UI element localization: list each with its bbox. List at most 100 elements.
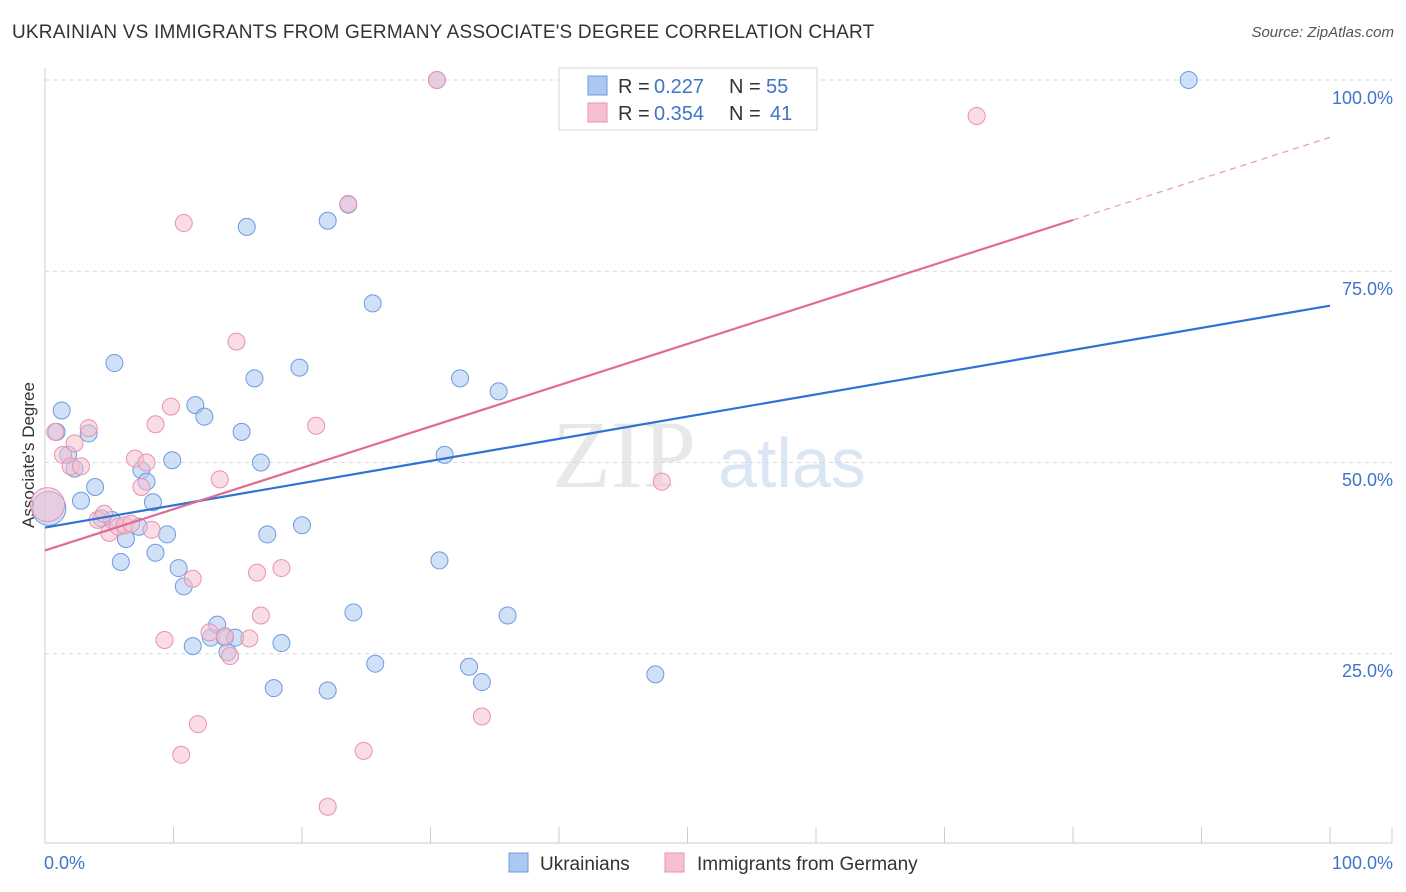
ukrainian-point	[232, 422, 251, 441]
chart-title: UKRAINIAN VS IMMIGRANTS FROM GERMANY ASS…	[12, 22, 875, 43]
ukrainian-point	[318, 211, 337, 230]
legend-swatch-germany	[587, 102, 608, 123]
watermark-zip: ZIP	[552, 401, 696, 508]
germany-point	[307, 416, 326, 435]
germany-point	[183, 569, 202, 588]
series-legend-swatch-ukrainians	[508, 852, 529, 873]
germany-point	[174, 214, 193, 233]
y-tick-label-25: 25.0%	[1342, 661, 1393, 681]
legend-n-label-1: N =	[729, 76, 761, 98]
x-tick-label-max: 100.0%	[1332, 853, 1393, 873]
series-legend: Ukrainians Immigrants from Germany	[508, 852, 918, 875]
germany-point	[339, 194, 358, 213]
ukrainian-point	[146, 543, 165, 562]
ukrainian-point	[71, 491, 90, 510]
chart-source: Source: ZipAtlas.com	[1251, 24, 1394, 41]
ukrainian-point	[498, 606, 517, 625]
grid	[45, 79, 1392, 655]
germany-point	[200, 623, 219, 642]
germany-point	[240, 629, 259, 648]
ukrainian-point	[143, 493, 162, 512]
data-points	[30, 71, 1198, 816]
germany-point	[30, 487, 66, 523]
ukrainian-point	[158, 525, 177, 544]
stats-legend: R = 0.227 N = 55 R = 0.354 N = 41	[558, 67, 818, 131]
ukrainian-trend-line	[44, 304, 1331, 529]
ukrainian-point	[366, 654, 385, 673]
ukrainian-point	[472, 673, 491, 692]
ukrainian-point	[163, 451, 182, 470]
series-legend-label-germany: Immigrants from Germany	[697, 854, 918, 875]
germany-point	[248, 563, 267, 582]
germany-point	[251, 606, 270, 625]
ukrainian-point	[460, 657, 479, 676]
germany-point	[161, 397, 180, 416]
germany-point	[155, 630, 174, 649]
germany-point	[71, 457, 90, 476]
legend-r-value-2: 0.354	[654, 103, 704, 125]
germany-trend-line	[44, 218, 1074, 552]
ukrainian-point	[272, 634, 291, 653]
y-tick-label-100: 100.0%	[1332, 88, 1393, 108]
germany-point	[210, 470, 229, 489]
ukrainian-point	[293, 516, 311, 535]
germany-point	[95, 504, 114, 523]
ukrainian-point	[111, 552, 130, 571]
germany-point	[427, 71, 446, 89]
ukrainian-point	[237, 217, 256, 236]
ukrainian-point	[195, 407, 214, 426]
ukrainian-point	[105, 354, 124, 373]
ukrainian-point	[344, 603, 363, 622]
germany-point	[967, 106, 986, 125]
ukrainian-point	[451, 369, 470, 388]
ukrainian-point	[430, 551, 449, 570]
series-legend-swatch-germany	[664, 852, 685, 873]
ukrainian-point	[52, 401, 71, 420]
ukrainian-point	[86, 477, 105, 496]
germany-point	[318, 797, 337, 816]
legend-n-value-2: 41	[770, 103, 792, 125]
germany-trend-line-extension	[1072, 136, 1331, 221]
ukrainian-point	[435, 445, 454, 464]
germany-point	[132, 477, 151, 496]
germany-point	[79, 419, 98, 438]
ukrainian-point	[258, 525, 277, 544]
germany-point	[652, 472, 671, 491]
y-axis-title: Associate's Degree	[19, 382, 38, 528]
axes	[44, 68, 1393, 844]
ukrainian-point	[183, 637, 202, 656]
ukrainian-point	[264, 679, 283, 698]
germany-point	[65, 434, 84, 453]
ukrainian-point	[290, 358, 309, 377]
germany-point	[215, 627, 234, 646]
ukrainian-point	[646, 665, 665, 684]
legend-swatch-ukrainians	[587, 75, 608, 96]
y-tick-label-50: 50.0%	[1342, 470, 1393, 490]
ukrainian-point	[169, 559, 188, 578]
legend-r-label-1: R =	[618, 76, 650, 98]
ukrainian-point	[1179, 71, 1198, 89]
germany-point	[146, 415, 165, 434]
germany-point	[227, 332, 246, 351]
germany-point	[221, 647, 240, 666]
x-tick-label-min: 0.0%	[44, 853, 85, 873]
ukrainian-point	[318, 681, 337, 700]
ukrainian-point	[489, 382, 508, 401]
series-legend-label-ukrainians: Ukrainians	[540, 854, 630, 875]
germany-point	[272, 559, 291, 578]
trend-lines	[44, 136, 1331, 552]
germany-point	[172, 745, 191, 764]
legend-r-value-1: 0.227	[654, 76, 704, 98]
germany-point	[188, 715, 207, 734]
germany-point	[46, 422, 65, 441]
ukrainian-point	[363, 294, 382, 313]
y-tick-label-75: 75.0%	[1342, 279, 1393, 299]
ukrainian-point	[245, 369, 264, 388]
germany-point	[142, 520, 161, 539]
ukrainian-point	[251, 453, 270, 472]
germany-point	[354, 741, 373, 760]
germany-point	[472, 707, 491, 726]
legend-n-label-2: N =	[729, 103, 761, 125]
watermark: ZIP atlas	[552, 401, 866, 508]
